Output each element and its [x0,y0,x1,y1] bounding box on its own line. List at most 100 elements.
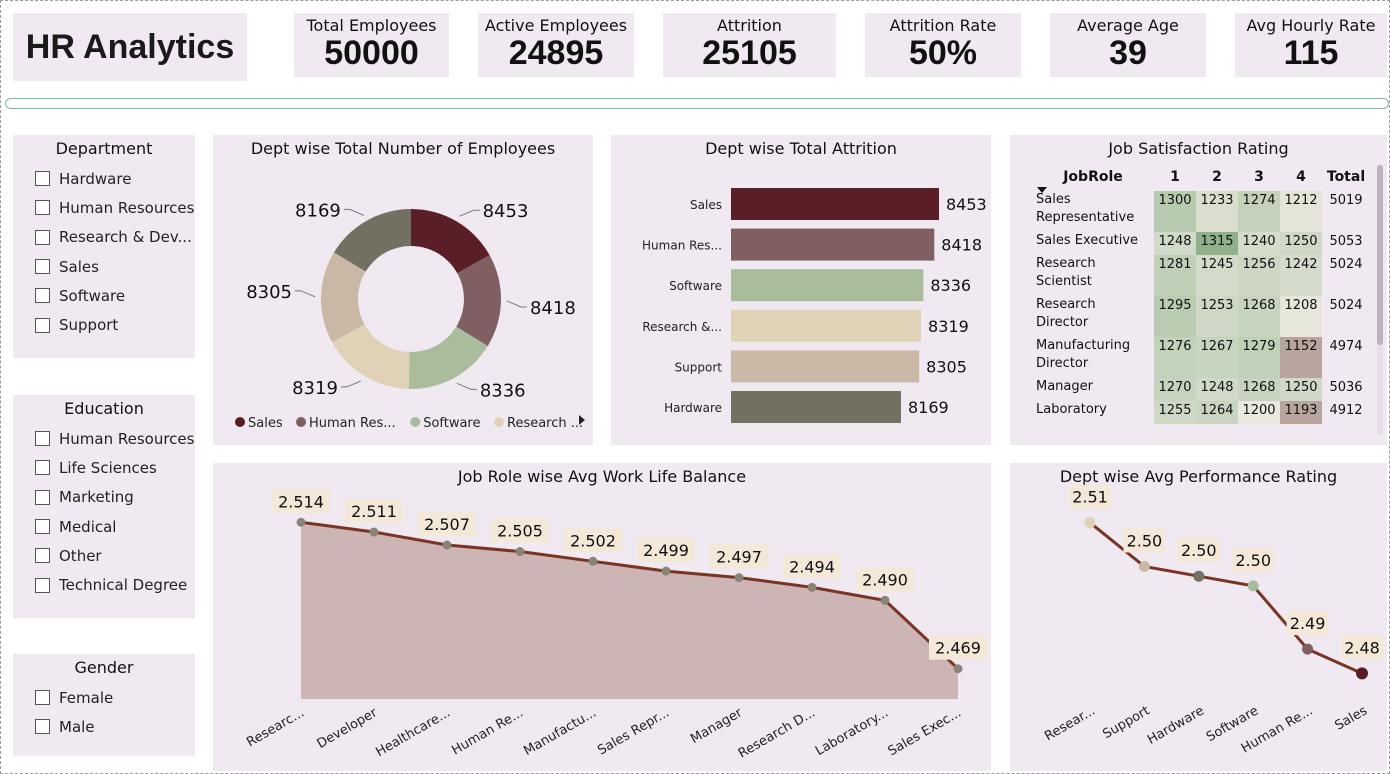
data-point[interactable] [1302,643,1314,655]
slicer-option-software[interactable]: Software [13,281,195,310]
vertical-scrollbar[interactable] [1377,165,1383,435]
matrix-cell[interactable]: 1245 [1196,255,1238,296]
data-point[interactable] [442,540,452,550]
checkbox[interactable] [35,548,50,564]
matrix-cell[interactable]: 1274 [1238,191,1280,232]
matrix-cell[interactable]: 1300 [1154,191,1196,232]
slicer-option-other[interactable]: Other [13,541,195,570]
slicer-option-life-sciences[interactable]: Life Sciences [13,453,195,482]
matrix-cell[interactable]: 1200 [1238,401,1280,424]
donut-slice[interactable] [331,324,410,389]
matrix-cell[interactable]: 1255 [1154,401,1196,424]
matrix-cell[interactable]: 1256 [1238,255,1280,296]
data-point[interactable] [880,595,890,605]
kpi-attrition[interactable]: Attrition 25105 [663,13,836,77]
donut-slice[interactable] [321,252,366,343]
column-header[interactable]: 3 [1254,169,1264,185]
matrix-cell[interactable]: 1248 [1196,378,1238,401]
checkbox[interactable] [35,690,50,706]
bar[interactable] [731,228,935,261]
matrix-cell[interactable]: 1295 [1154,296,1196,337]
donut-slice[interactable] [334,209,411,272]
matrix-cell[interactable]: 1250 [1280,378,1322,401]
column-header[interactable]: 2 [1212,169,1222,185]
table-row[interactable]: Research Scientist 1281 1245 1256 1242 5024 [1032,255,1370,296]
checkbox[interactable] [35,259,50,275]
matrix-cell[interactable]: 1242 [1280,255,1322,296]
line-chart[interactable]: 2.51 Resear... 2.50 Support 2.50 Hardware 2.50… [1010,463,1387,771]
column-header[interactable]: JobRole [1063,169,1123,185]
checkbox[interactable] [35,171,50,187]
matrix-cell[interactable]: 1208 [1280,296,1322,337]
column-header[interactable]: Total [1326,169,1366,185]
checkbox[interactable] [35,460,50,476]
data-point[interactable] [1084,517,1096,529]
matrix-cell[interactable]: 1212 [1280,191,1322,232]
kpi-avg-hourly-rate[interactable]: Avg Hourly Rate 115 [1235,13,1387,77]
slicer-option-support[interactable]: Support [13,310,195,339]
donut-slice[interactable] [408,326,488,389]
matrix-cell[interactable]: 1315 [1196,232,1238,255]
matrix-cell[interactable]: 1281 [1154,255,1196,296]
bar[interactable] [731,350,920,383]
data-point[interactable] [588,556,598,566]
checkbox[interactable] [35,519,50,535]
matrix-cell[interactable]: 1276 [1154,337,1196,378]
table-row[interactable]: Sales Executive 1248 1315 1240 1250 5053 [1032,232,1370,255]
matrix-cell[interactable]: 1233 [1196,191,1238,232]
legend-next-icon[interactable] [579,415,585,425]
donut-slice[interactable] [411,209,490,274]
checkbox[interactable] [35,229,50,245]
table-row[interactable]: Sales Representative 1300 1233 1274 1212 5019 [1032,191,1370,232]
slicer-option-female[interactable]: Female [13,683,195,712]
data-point[interactable] [1356,667,1368,680]
matrix-cell[interactable]: 1264 [1196,401,1238,424]
slicer-option-human-resources[interactable]: Human Resources [13,193,195,222]
matrix-cell[interactable]: 1240 [1238,232,1280,255]
checkbox[interactable] [35,577,50,593]
data-point[interactable] [661,566,671,576]
matrix-cell[interactable]: 1268 [1238,378,1280,401]
slicer-option-human-resources[interactable]: Human Resources [13,424,195,453]
donut-slice[interactable] [456,255,501,346]
matrix-cell[interactable]: 1267 [1196,337,1238,378]
data-point[interactable] [734,573,744,583]
kpi-total-employees[interactable]: Total Employees 50000 [294,13,449,77]
data-point[interactable] [807,582,817,592]
checkbox[interactable] [35,288,50,304]
data-point[interactable] [515,547,525,557]
slicer-option-technical-degree[interactable]: Technical Degree [13,570,195,599]
data-point[interactable] [296,517,306,527]
column-header[interactable]: 1 [1170,169,1180,185]
slicer-option-marketing[interactable]: Marketing [13,483,195,512]
matrix-cell[interactable]: 1253 [1196,296,1238,337]
table-row[interactable]: Manager 1270 1248 1268 1250 5036 [1032,378,1370,401]
table-row[interactable]: Research Director 1295 1253 1268 1208 5024 [1032,296,1370,337]
bar-chart[interactable]: Sales 8453 Human Res... 8418 Software 8336 Res… [611,135,991,445]
bar[interactable] [731,188,939,220]
slicer-option-medical[interactable]: Medical [13,512,195,541]
legend-entry[interactable]: Sales [248,416,283,431]
matrix-cell[interactable]: 1152 [1280,337,1322,378]
table-row[interactable]: Manufacturing Director 1276 1267 1279 1152 497… [1032,337,1370,378]
kpi-attrition-rate[interactable]: Attrition Rate 50% [865,13,1021,77]
slicer-option-male[interactable]: Male [13,712,195,741]
checkbox[interactable] [35,317,50,333]
sort-descending-icon[interactable] [1037,187,1047,193]
series-line[interactable] [1089,521,1363,675]
checkbox[interactable] [35,200,50,216]
data-point[interactable] [953,664,963,674]
slicer-option-research[interactable]: Research & Dev... [13,223,195,252]
matrix-cell[interactable]: 1268 [1238,296,1280,337]
matrix-cell[interactable]: 1279 [1238,337,1280,378]
matrix-cell[interactable]: 1248 [1154,232,1196,255]
slicer-option-sales[interactable]: Sales [13,252,195,281]
column-header[interactable]: 4 [1296,169,1306,185]
bar[interactable] [731,391,901,423]
series-line[interactable] [300,520,960,670]
checkbox[interactable] [35,719,50,735]
horizontal-scrollbar[interactable] [5,98,1389,109]
checkbox[interactable] [35,431,50,447]
data-point[interactable] [1247,580,1259,592]
matrix-cell[interactable]: 1193 [1280,401,1322,424]
